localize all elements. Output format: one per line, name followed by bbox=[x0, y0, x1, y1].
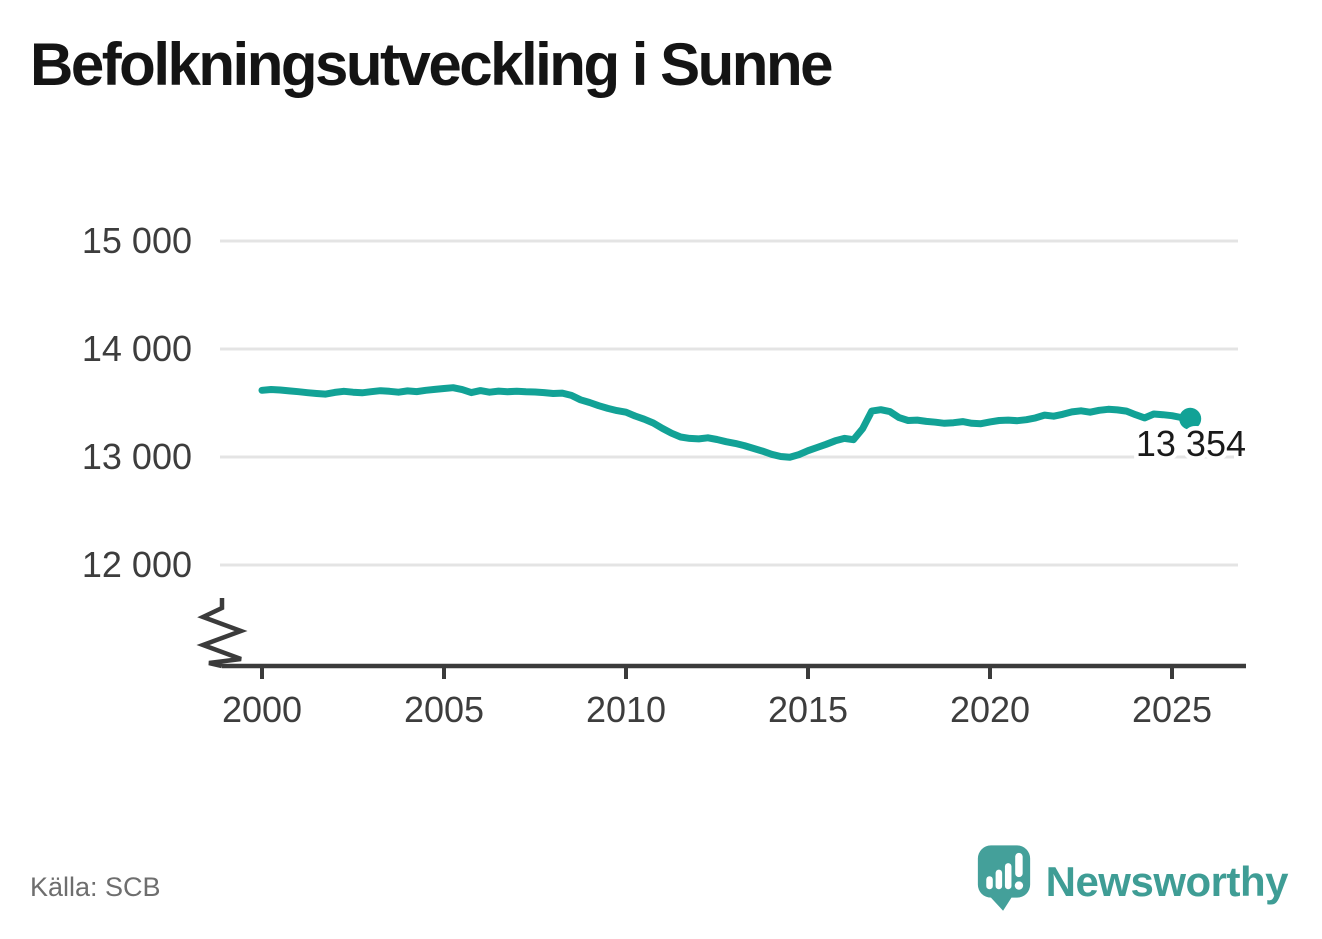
x-tick-label: 2005 bbox=[404, 689, 484, 730]
series-end-dot bbox=[1179, 407, 1202, 430]
y-tick-label: 14 000 bbox=[82, 328, 192, 369]
end-value-label: 13 354 bbox=[1136, 423, 1246, 464]
newsworthy-logo: Newsworthy bbox=[976, 843, 1289, 920]
x-tick-label: 2010 bbox=[586, 689, 666, 730]
source-note: Källa: SCB bbox=[30, 872, 161, 902]
x-tick-label: 2000 bbox=[222, 689, 302, 730]
population-series-line bbox=[258, 384, 1194, 461]
axis-break-icon bbox=[196, 598, 248, 669]
x-tick-label: 2025 bbox=[1132, 689, 1212, 730]
y-tick-label: 12 000 bbox=[82, 544, 192, 585]
x-tick-label: 2015 bbox=[768, 689, 848, 730]
y-tick-label: 15 000 bbox=[82, 220, 192, 261]
x-tick-label: 2020 bbox=[950, 689, 1030, 730]
page-title: Befolkningsutveckling i Sunne bbox=[30, 31, 833, 98]
newsworthy-logo-text: Newsworthy bbox=[1045, 857, 1289, 905]
newsworthy-logo-icon bbox=[976, 843, 1032, 920]
y-tick-label: 13 000 bbox=[82, 436, 192, 477]
